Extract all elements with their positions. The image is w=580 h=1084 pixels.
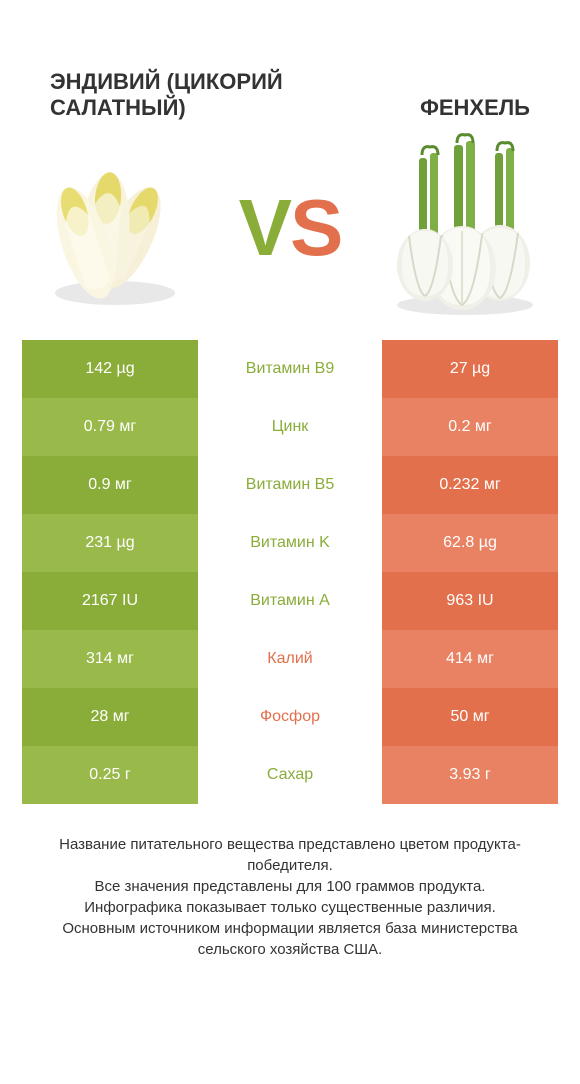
left-value: 231 µg — [22, 514, 198, 572]
footer-notes: Название питательного вещества представл… — [0, 804, 580, 960]
nutrient-name: Витамин B5 — [198, 456, 382, 514]
table-row: 28 мгФосфор50 мг — [22, 688, 558, 746]
footer-line-2: Все значения представлены для 100 граммо… — [30, 876, 550, 897]
right-value: 0.2 мг — [382, 398, 558, 456]
left-value: 2167 IU — [22, 572, 198, 630]
right-value: 3.93 г — [382, 746, 558, 804]
right-value: 0.232 мг — [382, 456, 558, 514]
nutrient-name: Витамин B9 — [198, 340, 382, 398]
table-row: 142 µgВитамин B927 µg — [22, 340, 558, 398]
header-row: ЭНДИВИЙ (ЦИКОРИЙ САЛАТНЫЙ) ФЕНХЕЛЬ — [0, 0, 580, 120]
table-row: 0.25 гСахар3.93 г — [22, 746, 558, 804]
nutrient-name: Витамин A — [198, 572, 382, 630]
left-value: 28 мг — [22, 688, 198, 746]
right-value: 50 мг — [382, 688, 558, 746]
nutrient-name: Витамин K — [198, 514, 382, 572]
footer-line-4: Основным источником информации является … — [30, 918, 550, 960]
vs-label: VS — [239, 182, 342, 274]
right-value: 62.8 µg — [382, 514, 558, 572]
left-value: 0.9 мг — [22, 456, 198, 514]
left-value: 0.25 г — [22, 746, 198, 804]
vs-letter-s: S — [290, 183, 341, 272]
right-product-title: ФЕНХЕЛЬ — [290, 95, 540, 120]
nutrient-name: Фосфор — [198, 688, 382, 746]
left-value: 314 мг — [22, 630, 198, 688]
table-row: 231 µgВитамин K62.8 µg — [22, 514, 558, 572]
right-value: 963 IU — [382, 572, 558, 630]
left-value: 142 µg — [22, 340, 198, 398]
vs-letter-v: V — [239, 183, 290, 272]
left-product-title: ЭНДИВИЙ (ЦИКОРИЙ САЛАТНЫЙ) — [40, 69, 290, 120]
nutrient-name: Сахар — [198, 746, 382, 804]
table-row: 0.79 мгЦинк0.2 мг — [22, 398, 558, 456]
left-value: 0.79 мг — [22, 398, 198, 456]
images-row: VS — [0, 120, 580, 340]
table-row: 314 мгКалий414 мг — [22, 630, 558, 688]
comparison-table: 142 µgВитамин B927 µg0.79 мгЦинк0.2 мг0.… — [0, 340, 580, 804]
footer-line-3: Инфографика показывает только существенн… — [30, 897, 550, 918]
table-row: 2167 IUВитамин A963 IU — [22, 572, 558, 630]
footer-line-1: Название питательного вещества представл… — [30, 834, 550, 876]
right-value: 414 мг — [382, 630, 558, 688]
nutrient-name: Цинк — [198, 398, 382, 456]
fennel-icon — [380, 133, 550, 323]
endive-icon — [30, 133, 200, 323]
table-row: 0.9 мгВитамин B50.232 мг — [22, 456, 558, 514]
right-value: 27 µg — [382, 340, 558, 398]
nutrient-name: Калий — [198, 630, 382, 688]
